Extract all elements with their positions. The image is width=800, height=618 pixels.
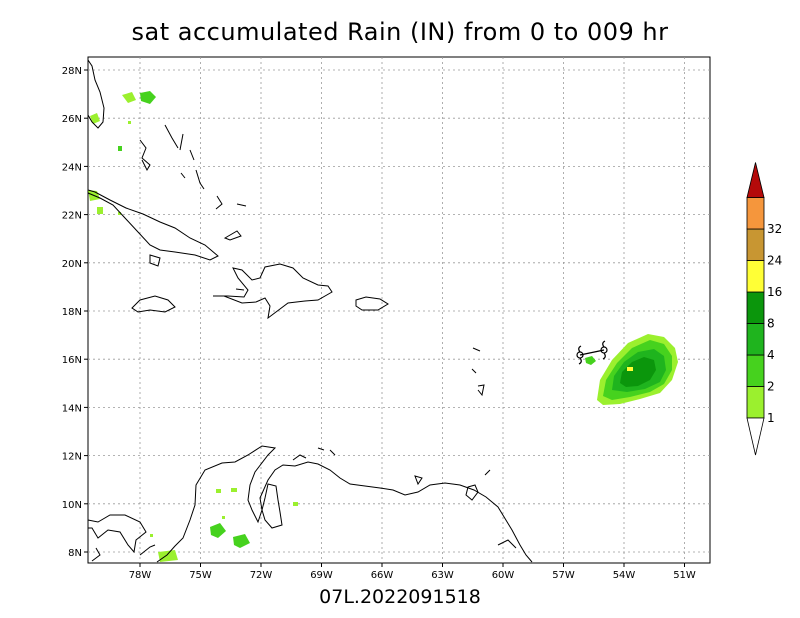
map-title: sat accumulated Rain (IN) from 0 to 009 … [131,18,669,46]
colorbar-bottom-triangle [746,417,765,456]
map-footer-label: 07L.2022091518 [319,586,481,608]
colorbar-top-triangle [746,162,765,198]
lat-tick-label: 20N [62,259,82,270]
lon-tick-label: 57W [552,570,575,581]
storm-rain-area-16in [627,367,633,371]
lon-tick-label: 75W [189,570,212,581]
colorbar-label: 1 [767,411,775,425]
coastlines [87,59,533,563]
isle-of-youth [149,254,161,267]
rain-patch [216,489,221,493]
colorbar-segment [746,323,765,356]
lon-tick-label: 69W [310,570,333,581]
rain-patch [210,523,226,538]
puerto-rico-coast [355,296,389,311]
map-frame [87,56,711,564]
jamaica-coast [131,295,176,313]
rain-patch [293,502,298,506]
central-america-coast [87,514,156,562]
lat-tick-label: 12N [62,452,82,463]
lat-tick-label: 14N [62,403,82,414]
lon-tick-label: 78W [129,570,152,581]
rain-patch [231,488,237,492]
lon-tick-label: 63W [431,570,454,581]
storm-track [576,340,608,365]
latitude-tick-labels: 28N 26N 24N 22N 20N 18N 16N 14N 12N 10N 8N [62,66,88,559]
lon-tick-label: 72W [250,570,273,581]
cayman-island [223,230,242,241]
lat-tick-label: 24N [62,162,82,173]
trinidad-coast [465,469,491,501]
hispaniola-coast [213,263,333,320]
rain-patch-small [585,356,596,365]
rain-patch [233,534,250,548]
colorbar-segment [746,354,765,387]
tropical-storm-icon [576,345,584,365]
florida-coast [87,59,105,129]
lon-tick-label: 66W [371,570,394,581]
storm-track-line [579,349,605,356]
lat-tick-label: 26N [62,114,82,125]
lake-maracaibo [261,483,283,529]
tropical-storm-icon [600,340,608,360]
rain-patch [122,92,136,103]
colorbar-segment [746,228,765,261]
colorbar-segment [746,197,765,230]
margarita-island [414,475,423,486]
lat-tick-label: 8N [68,548,82,559]
rainfall-shading [88,91,678,562]
colorbar-label: 24 [767,254,782,268]
lon-tick-label: 60W [492,570,515,581]
rain-patch [118,146,122,151]
colorbar-segment [746,260,765,293]
rain-patch [118,212,121,215]
rain-patch [97,207,103,214]
gonave-island [235,288,245,291]
colorbar-label: 32 [767,222,782,236]
colorbar-segment [746,291,765,324]
rain-patch [128,121,131,124]
cuba-coast [87,189,219,261]
bahamas-islands [139,124,247,210]
paraguana [292,454,307,461]
lat-tick-label: 10N [62,500,82,511]
lat-tick-label: 22N [62,211,82,222]
rain-patch [150,534,153,537]
lon-tick-label: 51W [673,570,696,581]
abc-islands [317,447,336,456]
guyana-coast [497,539,517,549]
colorbar-label: 4 [767,348,775,362]
lesser-antilles [471,347,485,397]
south-america-coast [156,445,533,563]
storm-rain-area-8in [620,357,656,387]
lat-tick-label: 16N [62,355,82,366]
colorbar-segment [746,386,765,419]
rain-patch [222,516,225,519]
rain-patch [90,113,100,124]
rain-patch [140,91,156,104]
lon-tick-label: 54W [613,570,636,581]
colorbar-label: 16 [767,285,782,299]
colorbar-label: 2 [767,380,775,394]
lat-tick-label: 28N [62,66,82,77]
colorbar-label: 8 [767,317,775,331]
longitude-tick-labels: 78W 75W 72W 69W 66W 63W 60W 57W 54W 51W [129,563,696,581]
grid-lines [88,57,710,563]
lat-tick-label: 18N [62,307,82,318]
rain-patch [158,550,178,562]
